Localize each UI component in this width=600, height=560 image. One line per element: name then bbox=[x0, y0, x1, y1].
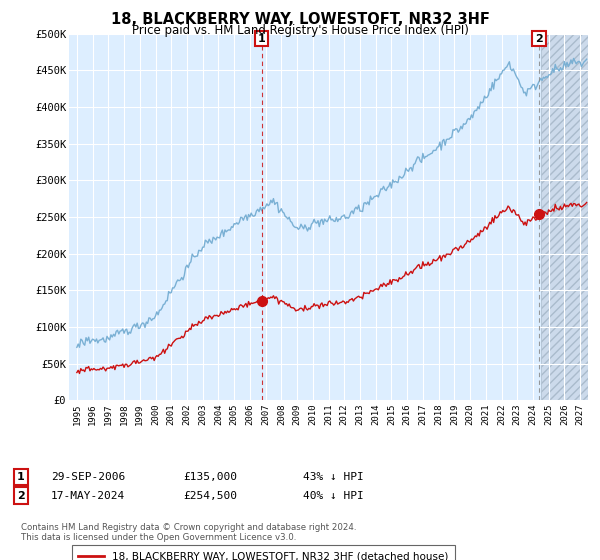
Text: 1: 1 bbox=[17, 472, 25, 482]
Text: Contains HM Land Registry data © Crown copyright and database right 2024.
This d: Contains HM Land Registry data © Crown c… bbox=[21, 523, 356, 543]
Text: 18, BLACKBERRY WAY, LOWESTOFT, NR32 3HF: 18, BLACKBERRY WAY, LOWESTOFT, NR32 3HF bbox=[110, 12, 490, 27]
Bar bbox=[541, 34, 588, 400]
Text: £135,000: £135,000 bbox=[183, 472, 237, 482]
Text: 17-MAY-2024: 17-MAY-2024 bbox=[51, 491, 125, 501]
Text: £254,500: £254,500 bbox=[183, 491, 237, 501]
Text: 43% ↓ HPI: 43% ↓ HPI bbox=[303, 472, 364, 482]
Text: 29-SEP-2006: 29-SEP-2006 bbox=[51, 472, 125, 482]
Legend: 18, BLACKBERRY WAY, LOWESTOFT, NR32 3HF (detached house), HPI: Average price, de: 18, BLACKBERRY WAY, LOWESTOFT, NR32 3HF … bbox=[71, 545, 455, 560]
Text: 40% ↓ HPI: 40% ↓ HPI bbox=[303, 491, 364, 501]
Text: 1: 1 bbox=[258, 34, 266, 44]
Text: 2: 2 bbox=[17, 491, 25, 501]
Text: Price paid vs. HM Land Registry's House Price Index (HPI): Price paid vs. HM Land Registry's House … bbox=[131, 24, 469, 36]
Text: 2: 2 bbox=[535, 34, 543, 44]
